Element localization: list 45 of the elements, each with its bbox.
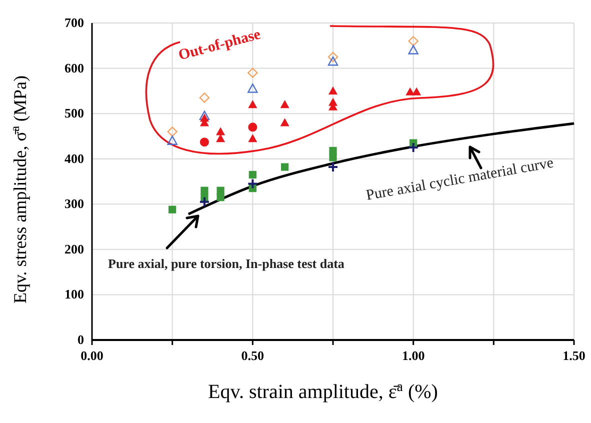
annotation: Pure axial cyclic material curve bbox=[364, 155, 556, 204]
y-tick-label: 500 bbox=[64, 106, 84, 121]
point bbox=[168, 206, 176, 214]
point bbox=[328, 56, 338, 66]
line-series bbox=[187, 122, 576, 216]
y-tick-label: 200 bbox=[64, 241, 84, 256]
point bbox=[216, 194, 224, 202]
point bbox=[328, 52, 338, 62]
point bbox=[408, 45, 418, 54]
x-axis-title: Eqv. strain amplitude, ε̄$^{a}$ (%) bbox=[208, 380, 438, 403]
y-tick-label: 400 bbox=[64, 150, 84, 166]
point bbox=[248, 84, 258, 93]
point bbox=[280, 100, 290, 108]
point bbox=[199, 110, 210, 120]
point bbox=[248, 122, 258, 132]
point bbox=[248, 134, 258, 142]
point bbox=[280, 118, 290, 126]
point bbox=[248, 100, 258, 108]
point bbox=[216, 127, 226, 136]
point bbox=[408, 142, 419, 154]
point bbox=[198, 196, 210, 208]
point bbox=[328, 86, 338, 95]
point bbox=[167, 136, 178, 145]
y-tick-label: 600 bbox=[64, 60, 84, 76]
x-tick-label: 1.50 bbox=[562, 348, 586, 363]
point bbox=[281, 163, 289, 171]
y-tick-label: 700 bbox=[64, 15, 84, 30]
point bbox=[406, 87, 415, 96]
point bbox=[248, 68, 258, 78]
annotation: Pure axial, pure torsion, In-phase test data bbox=[108, 256, 345, 271]
point bbox=[199, 92, 210, 103]
point bbox=[247, 178, 258, 190]
y-tick-label: 100 bbox=[64, 286, 84, 302]
x-tick-label: 0.50 bbox=[241, 348, 264, 363]
point bbox=[167, 126, 178, 137]
x-tick-label: 0.00 bbox=[80, 348, 104, 363]
y-tick-label: 0 bbox=[78, 332, 84, 347]
y-tick-label: 300 bbox=[64, 196, 84, 212]
point bbox=[328, 162, 338, 173]
point bbox=[200, 138, 209, 147]
point bbox=[248, 170, 256, 179]
point bbox=[408, 36, 418, 46]
x-tick-label: 1.00 bbox=[402, 348, 425, 363]
point bbox=[412, 87, 422, 96]
point bbox=[329, 154, 337, 162]
